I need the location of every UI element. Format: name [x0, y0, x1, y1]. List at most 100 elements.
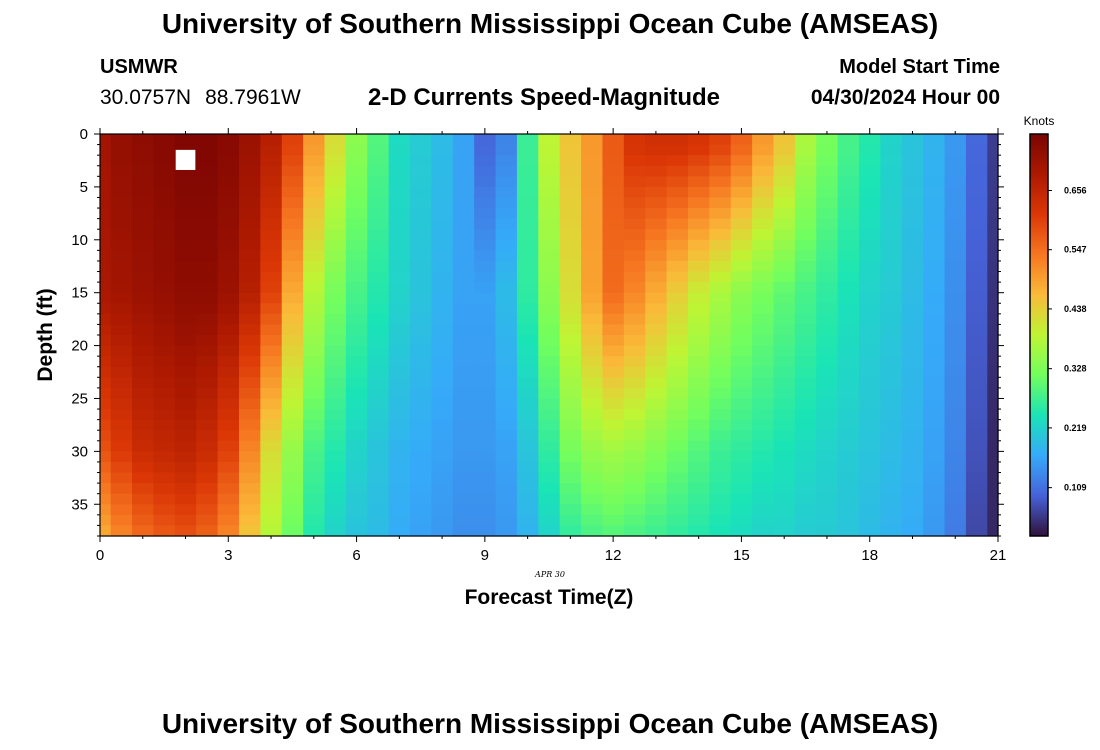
heatmap-cell [837, 335, 860, 347]
heatmap-cell [987, 472, 999, 484]
heatmap-cell [816, 271, 839, 283]
heatmap-cell [687, 409, 710, 421]
heatmap-cell [174, 165, 197, 177]
heatmap-cell [816, 398, 839, 410]
heatmap-cell [174, 514, 197, 527]
heatmap-cell [687, 165, 710, 177]
heatmap-cell [623, 377, 646, 389]
heatmap-cell [281, 419, 304, 431]
heatmap-cell [367, 366, 390, 378]
heatmap-cell [110, 504, 133, 516]
heatmap-cell [345, 483, 368, 495]
heatmap-cell [581, 504, 604, 516]
heatmap-cell [516, 324, 539, 336]
heatmap-cell [730, 472, 753, 484]
heatmap-cell [687, 514, 710, 527]
heatmap-cell [303, 271, 326, 283]
heatmap-cell [645, 324, 668, 336]
heatmap-cell [132, 483, 155, 495]
y-tick-label: 10 [71, 232, 88, 249]
heatmap-cell [687, 440, 710, 452]
heatmap-cell [388, 176, 411, 188]
heatmap-cell [196, 282, 219, 294]
heatmap-cell [303, 451, 326, 463]
heatmap-cell [859, 134, 881, 146]
heatmap-cell [324, 165, 347, 177]
heatmap-cell [345, 387, 368, 400]
heatmap-cell [880, 504, 903, 516]
heatmap-cell [153, 461, 176, 474]
heatmap-cell [174, 345, 197, 357]
heatmap-cell [645, 271, 668, 283]
heatmap-cell [153, 155, 176, 167]
heatmap-cell [837, 271, 860, 283]
heatmap-cell [944, 292, 967, 304]
heatmap-cell [581, 335, 604, 347]
heatmap-cell [901, 472, 924, 484]
heatmap-cell [303, 387, 326, 400]
heatmap-cell [100, 377, 112, 389]
heatmap-cell [100, 165, 112, 177]
heatmap-cell [623, 313, 646, 326]
heatmap-cell [174, 197, 197, 209]
heatmap-cell [987, 504, 999, 516]
heatmap-cell [100, 451, 112, 463]
heatmap-cell [431, 144, 454, 156]
heatmap-cell [431, 218, 454, 230]
heatmap-cell [965, 271, 988, 283]
colorbar-tick-label: 0.328 [1064, 364, 1087, 374]
heatmap-cell [217, 398, 240, 410]
heatmap-cell [238, 186, 261, 199]
heatmap-cell [345, 398, 368, 410]
heatmap-cell [303, 165, 326, 177]
heatmap-cell [859, 366, 881, 378]
heatmap-cell [730, 440, 753, 452]
heatmap-cell [623, 144, 646, 156]
heatmap-cell [452, 155, 475, 167]
heatmap-cell [260, 366, 283, 378]
heatmap-cell [238, 493, 261, 505]
heatmap-cell [345, 493, 368, 505]
heatmap-cell [174, 387, 197, 400]
heatmap-cell [538, 239, 561, 251]
heatmap-cell [388, 356, 411, 368]
heatmap-cell [965, 208, 988, 220]
heatmap-cell [238, 176, 261, 188]
heatmap-cell [837, 525, 860, 537]
heatmap-cell [153, 144, 176, 156]
heatmap-cell [859, 229, 881, 241]
heatmap-cell [345, 409, 368, 421]
heatmap-cell [474, 176, 497, 188]
heatmap-cell [367, 303, 390, 315]
heatmap-cell [217, 197, 240, 209]
heatmap-cell [132, 525, 155, 537]
heatmap-cell [752, 208, 775, 220]
heatmap-cell [752, 134, 775, 146]
heatmap-cell [238, 134, 261, 146]
heatmap-cell [431, 493, 454, 505]
heatmap-cell [559, 525, 582, 537]
heatmap-cell [837, 282, 860, 294]
heatmap-cell [303, 260, 326, 273]
heatmap-cell [709, 440, 732, 452]
x-tick-label: 3 [224, 547, 232, 564]
heatmap-cell [281, 144, 304, 156]
heatmap-cell [217, 176, 240, 188]
heatmap-cell [602, 134, 625, 146]
heatmap-cell [709, 282, 732, 294]
heatmap-cell [153, 366, 176, 378]
heatmap-cell [837, 208, 860, 220]
heatmap-cell [431, 461, 454, 474]
heatmap-cell [281, 218, 304, 230]
heatmap-cell [944, 218, 967, 230]
heatmap-cell [495, 493, 518, 505]
heatmap-cell [100, 250, 112, 262]
heatmap-cell [410, 377, 432, 389]
heatmap-cell [345, 419, 368, 431]
heatmap-cell [687, 218, 710, 230]
heatmap-cell [730, 356, 753, 368]
heatmap-cell [538, 409, 561, 421]
heatmap-cell [602, 440, 625, 452]
heatmap-cell [794, 271, 817, 283]
